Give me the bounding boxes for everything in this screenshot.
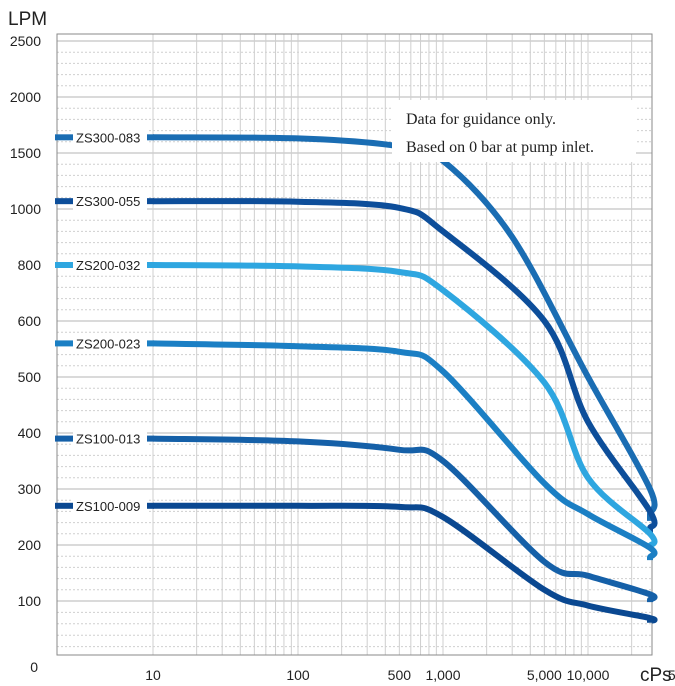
y-tick-label: 800 [18, 257, 42, 273]
x-tick-label: 100 [286, 667, 310, 683]
series-label-background [73, 496, 147, 515]
series-line [152, 435, 658, 603]
x-tick-label: 10,000 [567, 667, 610, 683]
series-label-background [73, 334, 147, 353]
x-tick-label: 50,000 [668, 667, 675, 683]
y-axis-title: LPM [8, 9, 47, 30]
guidance-note-background [392, 100, 636, 162]
series-label: ZS100-009 [76, 499, 140, 514]
y-tick-label: 1500 [10, 145, 41, 161]
y-tick-label: 1000 [10, 201, 41, 217]
y-tick-label: 300 [18, 481, 42, 497]
series-label: ZS300-055 [76, 194, 140, 209]
y-tick-label: 2500 [10, 33, 41, 49]
series-label: ZS300-083 [76, 130, 140, 145]
series-line [152, 502, 658, 624]
y-tick-label: 600 [18, 313, 42, 329]
series-line [152, 134, 658, 521]
x-tick-label: 1,000 [425, 667, 460, 683]
series-label-background [73, 256, 147, 274]
y-tick-label: 2000 [10, 89, 41, 105]
series-lines [152, 134, 658, 624]
x-tick-label: 10 [145, 667, 161, 683]
y-tick-label: 400 [18, 425, 42, 441]
x-tick-label: 5,000 [527, 667, 562, 683]
y-tick-label: 200 [18, 537, 42, 553]
guidance-note-line: Based on 0 bar at pump inlet. [406, 139, 594, 156]
guidance-note-line: Data for guidance only. [406, 111, 556, 128]
series-line [152, 340, 658, 561]
series-label-background [73, 192, 147, 211]
guidance-note: Data for guidance only. Based on 0 bar a… [392, 100, 636, 162]
series-label: ZS100-013 [76, 432, 140, 447]
y-tick-label: 500 [18, 369, 42, 385]
series-label-background [73, 429, 147, 448]
series-label-background [73, 128, 147, 147]
y-tick-label: 0 [30, 659, 38, 675]
x-axis-title: cPs [640, 665, 672, 686]
y-tick-label: 100 [18, 593, 42, 609]
series-line [152, 198, 658, 533]
y-axis-ticks: 0 100 200 300 400 500 600 800 1000 1500 2000 2500 [10, 33, 41, 675]
x-tick-label: 500 [388, 667, 412, 683]
series-label: ZS200-023 [76, 336, 140, 351]
series-labels: ZS300-083 ZS300-055 ZS200-032 ZS200-023 ZS10… [55, 128, 154, 515]
series-line [152, 262, 658, 550]
series-label: ZS200-032 [76, 258, 140, 273]
